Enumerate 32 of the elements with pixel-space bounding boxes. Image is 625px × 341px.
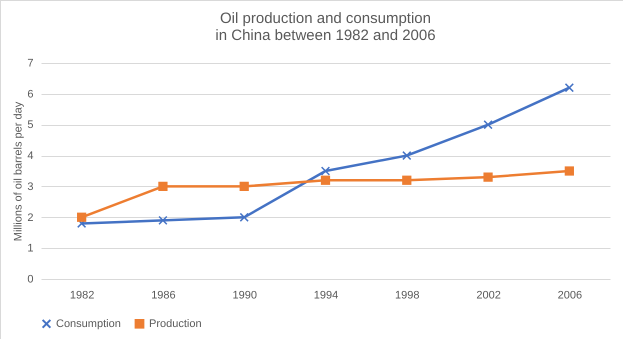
x-tick-label: 1986: [151, 290, 176, 302]
x-tick-label: 2002: [476, 290, 501, 302]
y-tick-label: 2: [27, 212, 34, 224]
point: [402, 176, 412, 185]
y-axis-title: Millions of oil barrels per day: [12, 101, 24, 242]
point: [158, 182, 168, 192]
point: [240, 182, 249, 192]
point: [483, 172, 493, 182]
y-tick-label: 1: [27, 242, 34, 255]
point: [77, 212, 86, 222]
point: [240, 212, 249, 222]
y-tick-label: 7: [27, 58, 34, 70]
point: [158, 216, 168, 225]
y-tick-label: 4: [27, 150, 34, 162]
x-tick-label: 1998: [395, 290, 420, 302]
y-tick-label: 3: [27, 180, 34, 193]
point: [320, 166, 330, 176]
x-tick-label: 1990: [232, 290, 257, 302]
point: [483, 120, 493, 130]
x-tick-label: 2006: [558, 290, 582, 302]
point: [564, 83, 574, 92]
y-tick-label: 0: [27, 274, 34, 286]
chart-title: Oil production and consumption in China between 1982 and 2006: [215, 10, 436, 44]
y-tick-label: 6: [27, 88, 34, 100]
point: [320, 176, 330, 185]
legend-label: Consumption: [56, 318, 121, 330]
y-tick-label: 5: [27, 119, 34, 132]
x-tick-label: 1994: [314, 290, 338, 302]
point: [402, 150, 412, 160]
point: [564, 166, 574, 176]
x-tick-label: 1982: [70, 290, 94, 302]
legend-label: Production: [149, 318, 202, 330]
